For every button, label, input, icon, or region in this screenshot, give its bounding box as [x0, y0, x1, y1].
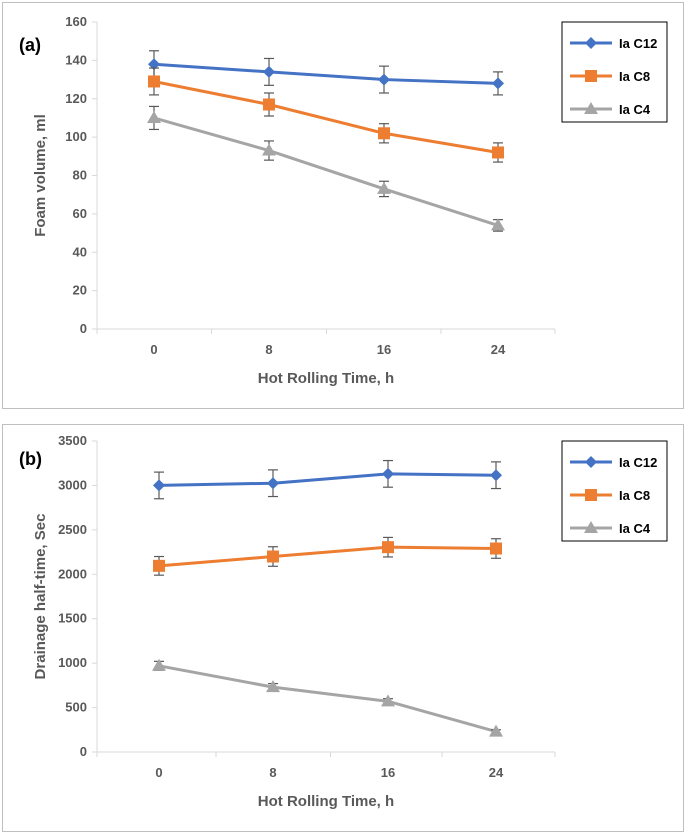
- chart1-legend-label: Ia C8: [619, 488, 650, 503]
- chart0-y-tick-label: 0: [80, 321, 87, 336]
- chart1-legend-label: Ia C12: [619, 455, 657, 470]
- chart0-y-tick-label: 160: [65, 14, 87, 29]
- chart0-legend-marker: [584, 102, 598, 114]
- chart1-data-point: [381, 694, 395, 707]
- chart-panel-a: (a) 0 20 40 60 80 100 120 140 160 0 8 16 24 Hot Rollin…: [2, 2, 684, 409]
- chart1-data-point: [267, 477, 279, 490]
- chart1-data-point: [266, 680, 280, 693]
- chart1-y-tick-label: 0: [80, 744, 87, 759]
- chart1-legend-marker: [584, 521, 598, 533]
- chart1-y-tick-label: 1000: [58, 655, 87, 670]
- chart0-y-tick-label: 100: [65, 129, 87, 144]
- foam-volume-chart: (a) 0 20 40 60 80 100 120 140 160 0 8 16 24 Hot Rollin…: [19, 14, 668, 387]
- chart0-series-line-ia-c4: [153, 116, 499, 227]
- chart1-data-point: [152, 658, 166, 671]
- chart0-x-tick-label: 16: [377, 342, 391, 357]
- chart0-panel-label: (a): [19, 35, 41, 55]
- chart0-y-tick-label: 40: [73, 244, 87, 259]
- chart1-series-line-ia-c12: [158, 472, 497, 487]
- chart1-y-tick-label: 2500: [58, 522, 87, 537]
- chart1-x-tick-label: 16: [381, 765, 395, 780]
- chart1-legend-box: [561, 440, 668, 542]
- chart1-data-point: [382, 541, 394, 554]
- chart0-data-point: [263, 65, 275, 78]
- chart1-y-tick-label: 500: [65, 700, 87, 715]
- chart0-x-tick-label: 0: [150, 342, 157, 357]
- chart1-y-tick-label: 3500: [58, 433, 87, 448]
- chart0-data-point: [148, 75, 160, 88]
- chart0-y-tick-label: 60: [73, 206, 87, 221]
- chart0-series-line-ia-c8: [153, 80, 499, 154]
- chart1-panel-label: (b): [19, 449, 42, 469]
- chart0-x-tick-label: 24: [491, 342, 506, 357]
- chart0-y-tick-label: 80: [73, 168, 87, 183]
- chart0-data-point: [263, 98, 275, 111]
- chart1-y-tick-label: 2000: [58, 566, 87, 581]
- chart0-y-tick-label: 140: [65, 52, 87, 67]
- chart1-data-point: [490, 469, 502, 482]
- chart0-legend-box: [561, 21, 668, 123]
- chart1-legend-label: Ia C4: [619, 521, 651, 536]
- chart1-y-tick-label: 3000: [58, 477, 87, 492]
- chart0-legend-marker: [585, 37, 597, 49]
- chart1-data-point: [490, 542, 502, 555]
- chart0-legend-marker: [585, 70, 597, 82]
- chart0-data-point: [148, 58, 160, 71]
- chart1-data-point: [382, 467, 394, 480]
- chart0-data-point: [491, 218, 505, 231]
- chart1-x-tick-label: 0: [155, 765, 162, 780]
- chart0-y-tick-label: 120: [65, 91, 87, 106]
- chart0-series-line-ia-c12: [153, 62, 499, 85]
- chart1-series-line-ia-c4: [158, 664, 497, 734]
- chart0-legend-label: Ia C4: [619, 102, 651, 117]
- chart0-x-axis-title: Hot Rolling Time, h: [258, 370, 394, 387]
- chart1-data-point: [153, 479, 165, 492]
- chart0-data-point: [378, 73, 390, 86]
- chart1-data-point: [489, 724, 503, 737]
- chart1-x-tick-label: 24: [489, 765, 504, 780]
- chart1-legend-marker: [585, 489, 597, 501]
- chart0-data-point: [378, 127, 390, 140]
- chart1-y-axis-title: Drainage half-time, Sec: [32, 514, 49, 680]
- chart1-y-tick-label: 1500: [58, 611, 87, 626]
- chart1-series-line-ia-c8: [158, 545, 497, 568]
- chart1-data-point: [153, 559, 165, 572]
- chart0-legend-label: Ia C12: [619, 36, 657, 51]
- chart0-y-axis-title: Foam volume, ml: [32, 114, 49, 237]
- chart0-data-point: [262, 143, 276, 156]
- chart0-data-point: [147, 110, 161, 123]
- drainage-half-time-chart: (b) 0 500 1000 1500 2000 2500 3000 3500 0 8 16 24 Hot…: [19, 433, 668, 810]
- chart1-x-axis-title: Hot Rolling Time, h: [258, 793, 394, 810]
- chart0-x-tick-label: 8: [265, 342, 272, 357]
- chart0-data-point: [492, 77, 504, 90]
- chart1-data-point: [267, 550, 279, 563]
- chart-panel-b: (b) 0 500 1000 1500 2000 2500 3000 3500 0 8 16 24 Hot…: [2, 424, 684, 832]
- chart1-x-tick-label: 8: [269, 765, 276, 780]
- chart1-legend-marker: [585, 456, 597, 468]
- chart0-legend-label: Ia C8: [619, 69, 650, 84]
- chart0-data-point: [377, 181, 391, 194]
- chart0-y-tick-label: 20: [73, 283, 87, 298]
- chart0-data-point: [492, 146, 504, 159]
